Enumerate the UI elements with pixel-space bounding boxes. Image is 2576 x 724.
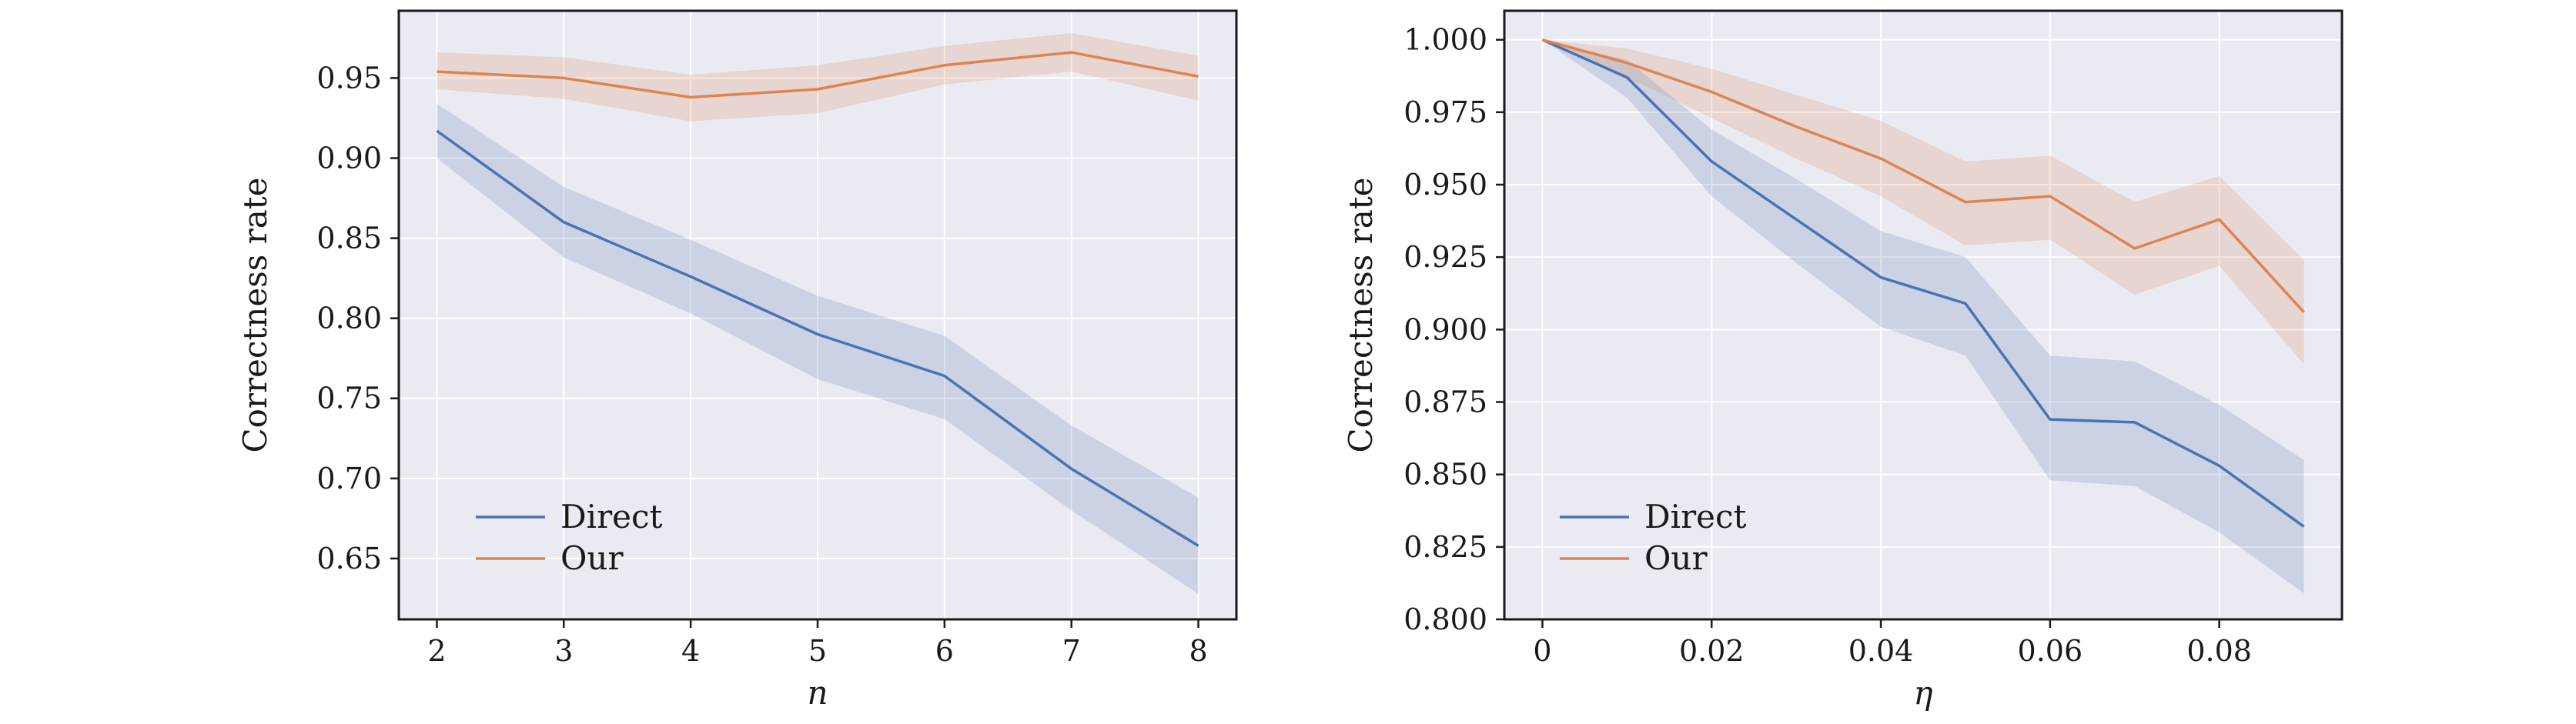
- x-tick-label: 3: [554, 634, 573, 668]
- y-tick-label: 0.850: [1403, 458, 1487, 492]
- y-tick-label: 0.90: [316, 142, 382, 175]
- y-tick-label: 0.95: [316, 61, 382, 95]
- x-axis-label: η: [1913, 674, 1932, 712]
- y-axis-label: Correctness rate: [1342, 177, 1380, 452]
- legend-label-direct: Direct: [560, 498, 663, 535]
- y-tick-label: 0.65: [316, 542, 382, 576]
- y-tick-label: 0.900: [1403, 312, 1487, 346]
- x-tick-label: 7: [1062, 634, 1081, 668]
- right-chart: 0 0.02 0.04 0.06 0.08 0.800 0.825 0.850 0.875 0.9…: [1342, 9, 2343, 712]
- series-line-our: [1541, 38, 2305, 313]
- confidence-band-direct: [1542, 39, 2304, 594]
- confidence-band-direct: [437, 103, 1199, 594]
- y-tick-label: 0.70: [316, 462, 382, 495]
- legend-label-our: Our: [560, 539, 624, 577]
- x-tick-label: 2: [427, 634, 446, 668]
- y-axis-label: Correctness rate: [236, 177, 274, 452]
- series-line-direct: [1541, 38, 2305, 528]
- x-axis-label: n: [807, 674, 828, 712]
- y-tick-label: 1.000: [1403, 23, 1487, 57]
- x-tick-label: 0.02: [1679, 634, 1745, 668]
- y-tick-label: 0.875: [1403, 385, 1487, 419]
- x-tick-label: 4: [681, 634, 700, 668]
- left-chart: 2 3 4 5 6 7 8 0.65 0.70 0.75 0.80 0.85 0.90 0.95 n Corr…: [236, 9, 1238, 712]
- y-tick-label: 0.800: [1403, 602, 1487, 636]
- x-tick-label: 0.08: [2186, 634, 2252, 668]
- y-tick-label: 0.825: [1403, 530, 1487, 564]
- y-tick-label: 0.85: [316, 222, 382, 255]
- y-tick-label: 0.950: [1403, 168, 1487, 202]
- x-tick-label: 8: [1189, 634, 1207, 668]
- x-tick-label: 6: [935, 634, 954, 668]
- y-tick-label: 0.75: [316, 382, 382, 415]
- confidence-band-our: [437, 33, 1199, 122]
- y-tick-label: 0.975: [1403, 95, 1487, 129]
- y-tick-label: 0.925: [1403, 240, 1487, 274]
- y-tick-label: 0.80: [316, 302, 382, 335]
- x-tick-label: 0.06: [2018, 634, 2083, 668]
- x-tick-label: 0: [1533, 634, 1551, 668]
- legend-label-our: Our: [1644, 539, 1708, 577]
- axes-frame: [1503, 9, 2343, 621]
- x-tick-label: 5: [808, 634, 827, 668]
- x-tick-label: 0.04: [1848, 634, 1914, 668]
- legend-label-direct: Direct: [1644, 498, 1747, 535]
- confidence-band-our: [1542, 39, 2304, 365]
